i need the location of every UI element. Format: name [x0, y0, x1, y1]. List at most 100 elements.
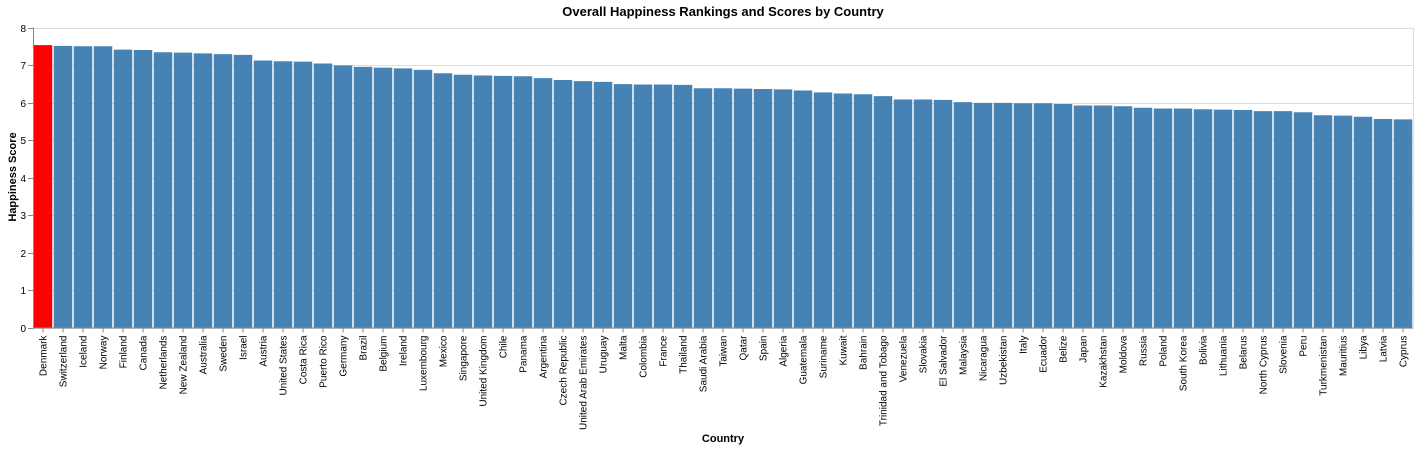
bar-netherlands — [153, 52, 173, 328]
bar-singapore — [453, 74, 473, 328]
bar-switzerland — [53, 45, 73, 328]
x-tick-label: Australia — [199, 335, 210, 374]
bar-saudi-arabia — [693, 88, 713, 328]
bar-germany — [333, 65, 353, 328]
x-tick-label: Costa Rica — [299, 335, 310, 384]
x-tick-label: Malta — [619, 335, 630, 360]
bar-slovenia — [1273, 111, 1293, 328]
bar-qatar — [733, 88, 753, 328]
bar-mauritius — [1333, 115, 1353, 328]
bar-new-zealand — [173, 52, 193, 328]
y-tick-label: 7 — [20, 61, 26, 72]
y-tick-label: 3 — [20, 211, 26, 222]
x-tick-label: Spain — [759, 336, 770, 362]
bar-belgium — [373, 67, 393, 328]
x-tick-label: United Arab Emirates — [579, 336, 590, 431]
bar-slovakia — [913, 99, 933, 328]
x-tick-label: Ecuador — [1039, 335, 1050, 373]
bar-japan — [1073, 105, 1093, 328]
x-tick-label: Luxembourg — [419, 336, 430, 392]
x-tick-label: Moldova — [1119, 335, 1130, 373]
y-tick-label: 2 — [20, 249, 26, 260]
x-axis-title: Country — [702, 433, 745, 445]
x-tick-label: North Cyprus — [1259, 336, 1270, 395]
bar-venezuela — [893, 99, 913, 328]
x-tick-label: Lithuania — [1219, 335, 1230, 376]
x-tick-label: Trinidad and Tobago — [879, 335, 890, 426]
bar-argentina — [533, 78, 553, 328]
bar-libya — [1353, 116, 1373, 328]
bar-north-cyprus — [1253, 111, 1273, 328]
bar-el-salvador — [933, 99, 953, 328]
bar-lithuania — [1213, 109, 1233, 328]
x-tick-label: Israel — [239, 336, 250, 360]
x-tick-label: Bolivia — [1199, 335, 1210, 365]
bar-belarus — [1233, 110, 1253, 328]
x-tick-label: Uzbekistan — [999, 336, 1010, 385]
x-tick-label: Poland — [1159, 336, 1170, 367]
bar-trinidad-and-tobago — [873, 96, 893, 328]
bar-kuwait — [833, 93, 853, 328]
x-tick-label: Turkmenistan — [1319, 336, 1330, 396]
x-tick-label: Belgium — [379, 336, 390, 372]
x-tick-label: Singapore — [459, 335, 470, 381]
bar-canada — [133, 50, 153, 328]
x-tick-label: Suriname — [819, 335, 830, 378]
y-tick-label: 5 — [20, 136, 26, 147]
y-tick-label: 4 — [20, 174, 26, 185]
bar-united-kingdom — [473, 75, 493, 328]
chart-title: Overall Happiness Rankings and Scores by… — [562, 4, 884, 19]
bar-nicaragua — [973, 102, 993, 328]
x-tick-label: Italy — [1019, 336, 1030, 354]
bar-taiwan — [713, 88, 733, 328]
bar-malta — [613, 84, 633, 328]
bar-cyprus — [1393, 119, 1413, 328]
bar-united-states — [273, 61, 293, 328]
x-tick-label: Czech Republic — [559, 336, 570, 406]
bars — [33, 45, 1413, 328]
bar-czech-republic — [553, 80, 573, 328]
bar-australia — [193, 53, 213, 328]
x-tick-label: South Korea — [1179, 335, 1190, 391]
x-tick-label: Saudi Arabia — [699, 335, 710, 392]
bar-ireland — [393, 68, 413, 328]
bar-bolivia — [1193, 109, 1213, 328]
bar-poland — [1153, 108, 1173, 328]
bar-france — [653, 84, 673, 328]
x-tick-label: Venezuela — [899, 335, 910, 382]
x-tick-label: United States — [279, 336, 290, 396]
bar-united-arab-emirates — [573, 81, 593, 328]
bar-finland — [113, 49, 133, 328]
x-tick-label: Kuwait — [839, 335, 850, 365]
x-tick-label: Thailand — [679, 336, 690, 374]
x-tick-label: Libya — [1359, 335, 1370, 359]
x-tick-label: Kazakhstan — [1099, 336, 1110, 388]
bar-costa-rica — [293, 61, 313, 328]
x-tick-label: El Salvador — [939, 335, 950, 387]
bar-peru — [1293, 112, 1313, 328]
x-tick-label: Norway — [99, 336, 110, 370]
x-tick-label: Japan — [1079, 336, 1090, 363]
bar-chile — [493, 75, 513, 328]
x-axis: Denmark Switzerland Iceland Norway Finland Ca… — [33, 327, 1413, 431]
x-tick-label: Uruguay — [599, 336, 610, 374]
bar-sweden — [213, 54, 233, 328]
y-tick-label: 0 — [20, 324, 26, 335]
x-tick-label: Finland — [119, 336, 130, 369]
bar-algeria — [773, 89, 793, 328]
bar-panama — [513, 76, 533, 328]
bar-israel — [233, 54, 253, 328]
x-tick-label: France — [659, 335, 670, 367]
x-tick-label: Taiwan — [719, 336, 730, 367]
y-tick-label: 6 — [20, 99, 26, 110]
x-tick-label: Puerto Rico — [319, 335, 330, 388]
y-tick-label: 1 — [20, 286, 26, 297]
bar-moldova — [1113, 106, 1133, 328]
bar-iceland — [73, 46, 93, 328]
bar-colombia — [633, 84, 653, 328]
x-tick-label: Brazil — [359, 336, 370, 361]
x-tick-label: Belize — [1059, 335, 1070, 363]
x-tick-label: Slovakia — [919, 335, 930, 373]
bar-spain — [753, 89, 773, 328]
bar-bahrain — [853, 94, 873, 328]
